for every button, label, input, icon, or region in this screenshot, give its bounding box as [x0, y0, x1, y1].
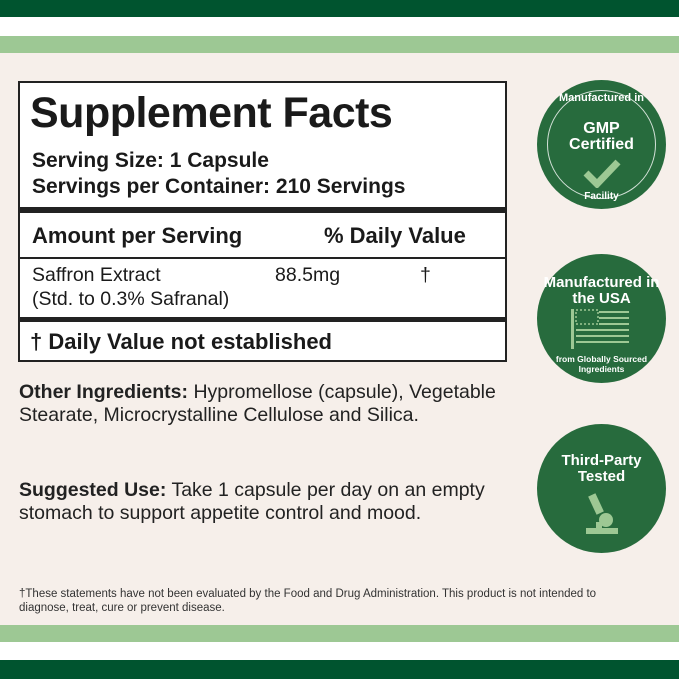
badge-title: Third-Party Tested	[561, 452, 642, 485]
fda-disclaimer: †These statements have not been evaluate…	[19, 588, 597, 614]
suggested-use-text: Take 1 capsule per day on an empty stoma…	[19, 479, 485, 524]
us-flag-icon	[571, 309, 629, 349]
badge-bottom-text: Facility	[584, 191, 619, 202]
microscope-icon	[586, 493, 618, 534]
badge-title: Manufactured in the USA	[543, 274, 660, 307]
other-ingredients-text: Hypromellose (capsule), Vegetable Steara…	[19, 381, 496, 426]
ingredient-amount: 88.5mg	[275, 264, 341, 286]
ingredient-dv: †	[420, 264, 431, 286]
dv-note: † Daily Value not established	[30, 329, 332, 354]
third-party-badge: Third-Party Tested	[537, 424, 666, 553]
amount-header: Amount per Serving	[32, 223, 243, 248]
usa-badge: Manufactured in the USA from Globally So…	[537, 254, 666, 383]
ingredient-name: Saffron Extract	[32, 264, 161, 286]
other-ingredients-label: Other Ingredients:	[19, 381, 189, 403]
bottom-white-band	[0, 642, 679, 660]
badge-title: GMP Certified	[569, 120, 634, 153]
top-white-band	[0, 17, 679, 36]
top-light-band	[0, 36, 679, 53]
servings-per-container: Servings per Container: 210 Servings	[32, 175, 406, 198]
divider	[20, 317, 505, 322]
dv-header: % Daily Value	[324, 223, 466, 248]
gmp-badge: Manufactured in GMP Certified Facility	[537, 80, 666, 209]
bottom-dark-band	[0, 660, 679, 679]
badge-ring-icon	[547, 90, 656, 199]
facts-title: Supplement Facts	[30, 89, 393, 137]
suggested-use: Suggested Use: Take 1 capsule per day on…	[19, 479, 519, 525]
divider	[20, 207, 505, 213]
serving-size: Serving Size: 1 Capsule	[32, 149, 269, 172]
checkmark-icon	[583, 159, 621, 188]
badge-top-text: Manufactured in	[559, 92, 644, 104]
top-dark-band	[0, 0, 679, 17]
suggested-use-label: Suggested Use:	[19, 479, 167, 501]
supplement-facts-panel: Supplement Facts Serving Size: 1 Capsule…	[18, 81, 507, 362]
ingredient-note: (Std. to 0.3% Safranal)	[32, 288, 230, 310]
bottom-light-band	[0, 625, 679, 642]
other-ingredients: Other Ingredients: Hypromellose (capsule…	[19, 381, 519, 427]
badge-subtitle: from Globally Sourced Ingredients	[555, 354, 648, 374]
divider	[20, 257, 505, 259]
